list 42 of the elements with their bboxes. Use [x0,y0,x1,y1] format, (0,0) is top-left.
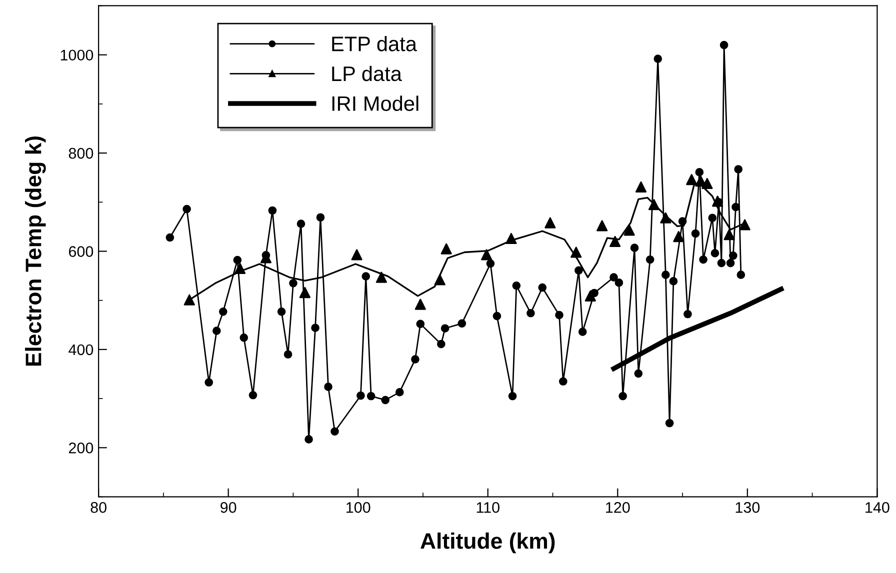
point [624,224,635,236]
point [702,178,713,190]
point [184,294,195,306]
legend-label: LP data [332,66,402,82]
point [635,181,647,192]
x-tick-label: 80 [90,502,106,513]
y-tick-label: 1000 [60,50,94,61]
point [686,174,698,186]
y-tick-label: 400 [68,344,94,356]
x-tick-label: 110 [476,502,500,513]
x-tick-label: 100 [346,502,370,513]
point [660,212,672,224]
point [506,232,517,244]
point [570,246,582,258]
x-tick-label: 120 [606,502,630,513]
point [584,290,596,302]
point [712,196,724,207]
x-tick-label: 130 [736,502,760,513]
legend-label: ETP data [332,36,417,52]
y-tick-label: 600 [68,246,94,257]
y-tick-label: 200 [68,442,94,454]
point [376,272,388,283]
point [739,219,750,230]
x-tick-label: 90 [220,502,236,513]
point [544,217,556,228]
point [481,249,492,260]
x-tick-label: 140 [866,502,890,513]
x-axis-title: Altitude (km) [420,532,555,554]
legend-label: IRI Model [332,96,418,111]
point [414,298,426,310]
point [673,230,684,242]
point [299,286,310,298]
point [434,274,446,286]
point [351,249,362,260]
y-axis-title: Electron Temp (deg k) [25,136,46,366]
y-tick-label: 800 [68,148,94,159]
point [609,236,621,247]
point [648,199,660,210]
point [440,243,452,254]
point [724,229,735,240]
point [234,262,246,274]
point [596,220,608,232]
